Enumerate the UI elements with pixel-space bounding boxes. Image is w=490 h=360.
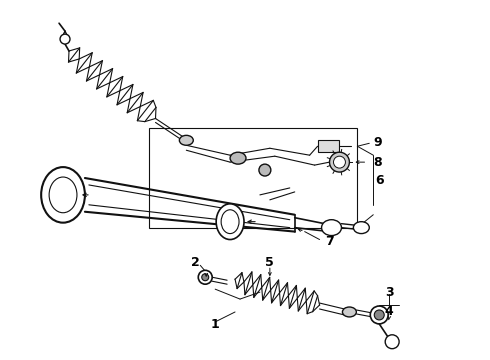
Ellipse shape xyxy=(49,177,77,213)
Ellipse shape xyxy=(334,156,345,168)
Ellipse shape xyxy=(221,210,239,234)
Text: 9: 9 xyxy=(373,136,382,149)
Ellipse shape xyxy=(202,274,209,281)
Ellipse shape xyxy=(60,34,70,44)
Ellipse shape xyxy=(179,135,193,145)
Text: 2: 2 xyxy=(191,256,199,269)
Ellipse shape xyxy=(198,270,212,284)
Text: 4: 4 xyxy=(385,306,393,319)
Ellipse shape xyxy=(216,204,244,239)
Ellipse shape xyxy=(374,310,384,320)
Text: 7: 7 xyxy=(325,235,334,248)
Text: 3: 3 xyxy=(385,285,393,299)
Ellipse shape xyxy=(259,164,271,176)
Text: 8: 8 xyxy=(373,156,382,168)
Ellipse shape xyxy=(353,222,369,234)
Text: 5: 5 xyxy=(266,256,274,269)
Bar xyxy=(318,140,340,152)
Bar xyxy=(148,129,357,228)
Ellipse shape xyxy=(385,335,399,349)
Ellipse shape xyxy=(343,307,356,317)
Ellipse shape xyxy=(321,220,342,235)
Ellipse shape xyxy=(370,306,388,324)
Text: 1: 1 xyxy=(211,318,220,331)
Ellipse shape xyxy=(41,167,85,223)
Ellipse shape xyxy=(329,152,349,172)
Ellipse shape xyxy=(230,152,246,164)
Text: 6: 6 xyxy=(375,174,384,186)
